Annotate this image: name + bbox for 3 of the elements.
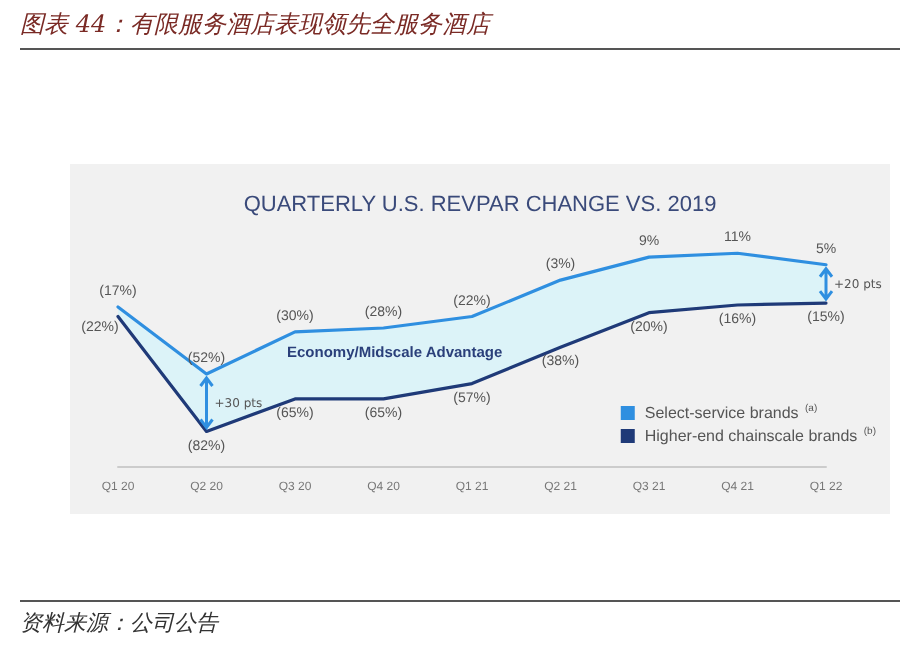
- chart-subtitle: 图表 44：有限服务酒店表现领先全服务酒店: [20, 8, 900, 50]
- text: 资料来源：公司公告: [20, 600, 900, 638]
- chart-title: QUARTERLY U.S. REVPAR CHANGE VS. 2019: [243, 193, 717, 217]
